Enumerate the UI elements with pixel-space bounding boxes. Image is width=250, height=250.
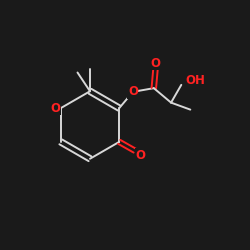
Text: O: O — [128, 85, 138, 98]
Text: OH: OH — [186, 74, 206, 87]
Text: O: O — [50, 102, 60, 114]
Text: O: O — [135, 148, 145, 162]
Text: O: O — [150, 57, 160, 70]
